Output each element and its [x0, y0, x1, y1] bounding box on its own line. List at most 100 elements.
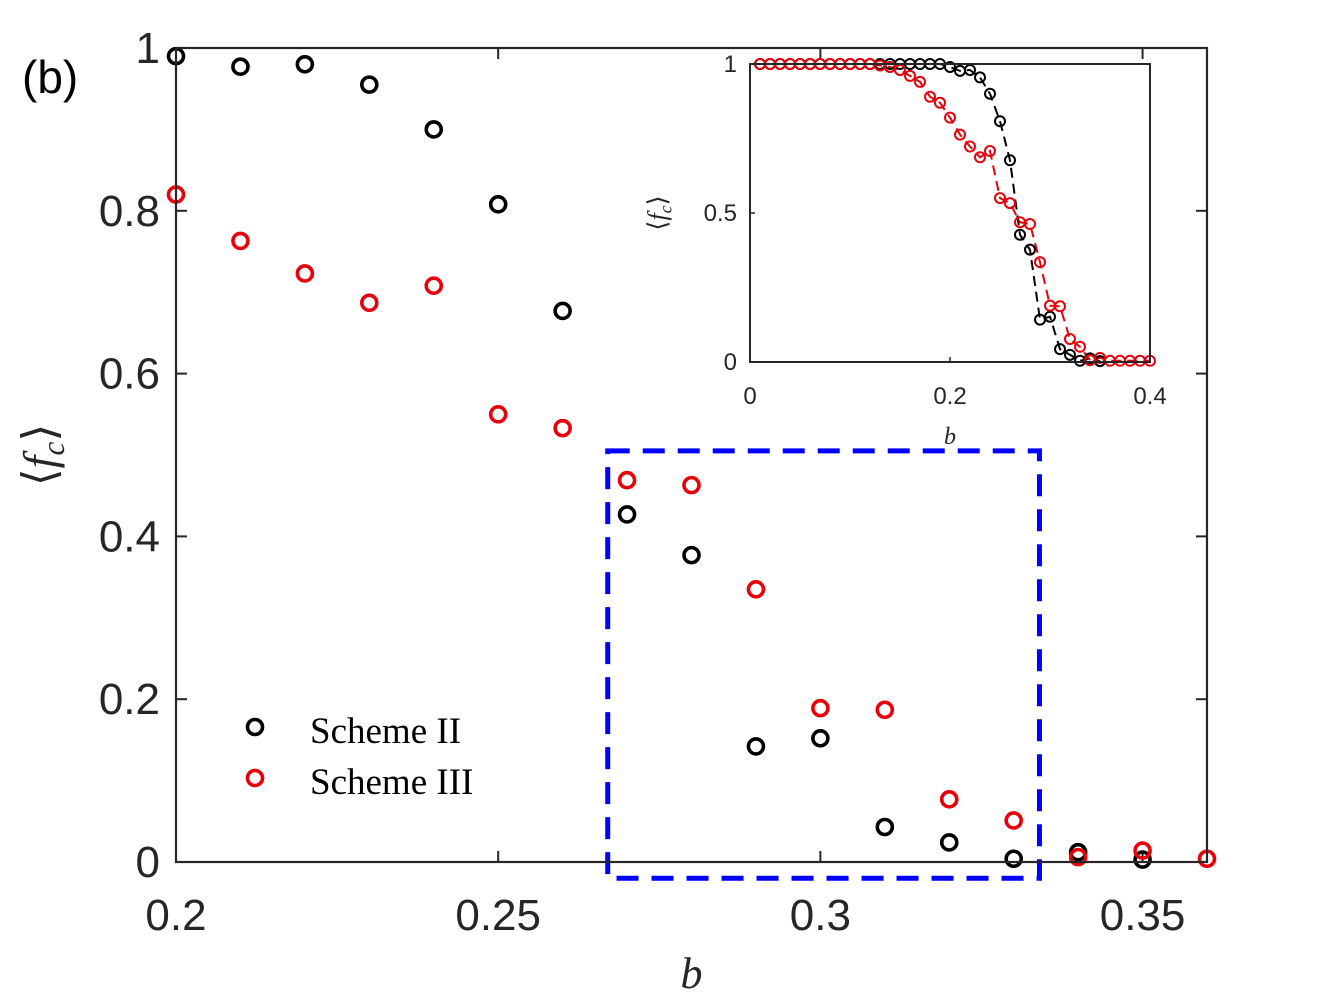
data-point — [553, 301, 572, 321]
legend: Scheme II Scheme III — [245, 711, 473, 803]
main-y-label-open-bracket: ⟨ — [14, 468, 65, 486]
data-point — [811, 698, 830, 718]
y-tick-label: 1 — [136, 24, 160, 73]
data-point — [875, 817, 895, 837]
inset-data-point — [1054, 300, 1066, 313]
inset-data-point — [1014, 228, 1026, 241]
data-point — [682, 545, 701, 565]
data-point — [875, 700, 895, 720]
data-point — [746, 737, 766, 756]
inset-data-point — [974, 71, 986, 84]
y-tick-label: 0.2 — [99, 675, 160, 724]
inset-data-point — [914, 75, 926, 88]
data-point — [939, 833, 959, 852]
data-point — [295, 54, 315, 74]
inset-data-point — [934, 96, 946, 109]
inset-data-point — [964, 140, 976, 153]
inset-data-point — [984, 87, 996, 100]
inset-data-point — [904, 69, 916, 82]
inset-data-point — [994, 115, 1006, 128]
inset-y-label-open-bracket: ⟨ — [643, 221, 672, 231]
data-point — [746, 580, 766, 599]
inset-data-point — [954, 128, 966, 141]
data-point — [682, 475, 701, 495]
inset-y-axis-label: ⟨fc⟩ — [643, 195, 675, 230]
inset-data-point — [944, 60, 956, 73]
inset-x-tick-label: 0.4 — [1133, 383, 1166, 410]
x-tick-label: 0.35 — [1100, 891, 1186, 940]
x-tick-label: 0.3 — [790, 891, 851, 940]
inset-data-point — [984, 145, 996, 158]
inset-x-tick-label: 0 — [743, 383, 756, 410]
data-point — [360, 75, 379, 94]
inset-data-point — [1034, 256, 1046, 269]
data-point — [1004, 811, 1023, 830]
y-tick-label: 0 — [136, 838, 160, 887]
legend-label: Scheme II — [310, 711, 461, 752]
inset-data-point — [1004, 154, 1016, 167]
inset-axis-ticks: 0 0.2 0.4 0 0.5 1 — [704, 51, 1167, 410]
y-tick-label: 0.6 — [99, 350, 160, 399]
data-point — [424, 276, 444, 295]
data-point — [424, 120, 444, 139]
inset-data-point — [1024, 243, 1036, 256]
inset-data-point — [924, 90, 936, 103]
inset-data-point — [974, 151, 986, 164]
x-tick-label: 0.25 — [455, 891, 541, 940]
main-y-axis-label: ⟨fc⟩ — [14, 424, 71, 487]
panel-label: (b) — [22, 51, 78, 103]
data-point — [488, 404, 508, 424]
main-plot-frame — [174, 46, 1209, 864]
inset-y-label-subscript: c — [655, 205, 675, 213]
main-x-axis-label: b — [681, 949, 703, 997]
data-point — [811, 728, 830, 748]
inset-data-point — [994, 192, 1006, 205]
data-point — [617, 505, 637, 524]
inset-x-axis-label: b — [944, 424, 956, 450]
legend-label: Scheme III — [310, 762, 473, 803]
data-point — [1068, 847, 1088, 867]
data-point — [231, 231, 250, 251]
data-point — [617, 470, 637, 490]
data-point — [939, 790, 959, 809]
data-point — [488, 194, 508, 214]
main-y-label-group: ⟨fc⟩ — [14, 424, 71, 487]
x-tick-label: 0.2 — [145, 891, 206, 940]
inset-y-tick-label: 0.5 — [704, 200, 737, 227]
data-point — [231, 57, 250, 77]
y-tick-label: 0.4 — [99, 512, 160, 561]
data-point — [553, 418, 572, 438]
data-point — [295, 264, 315, 283]
data-point — [1004, 849, 1023, 869]
inset-data-point — [1064, 333, 1076, 346]
inset-chart: 0 0.2 0.4 0 0.5 1 ⟨fc⟩ b — [643, 51, 1167, 450]
inset-y-label-base: f — [643, 210, 672, 221]
inset-data-point — [1074, 340, 1086, 353]
data-point — [360, 293, 379, 313]
y-tick-label: 0.8 — [99, 187, 160, 236]
data-point — [1133, 841, 1152, 860]
inset-y-label-group: ⟨fc⟩ — [643, 195, 675, 230]
inset-x-tick-label: 0.2 — [933, 383, 966, 410]
inset-data-point — [1024, 218, 1036, 231]
main-series-scheme-ii — [166, 46, 1152, 869]
inset-data-point — [944, 111, 956, 124]
inset-y-label-text: ⟨fc⟩ — [643, 195, 675, 230]
inset-y-tick-label: 1 — [724, 51, 737, 78]
main-y-label-subscript: c — [36, 442, 71, 456]
highlight-box — [605, 448, 1042, 881]
legend-marker — [245, 717, 265, 737]
inset-data-point — [1054, 343, 1066, 356]
main-y-label-text: ⟨fc⟩ — [14, 424, 71, 487]
inset-y-tick-label: 0 — [724, 349, 737, 376]
inset-data-point — [1004, 197, 1016, 210]
main-y-label-close-bracket: ⟩ — [14, 424, 65, 442]
inset-y-label-close-bracket: ⟩ — [643, 195, 672, 205]
inset-data-point — [1064, 348, 1076, 361]
data-point — [1133, 850, 1152, 869]
inset-background — [750, 64, 1150, 362]
legend-marker — [245, 768, 265, 788]
